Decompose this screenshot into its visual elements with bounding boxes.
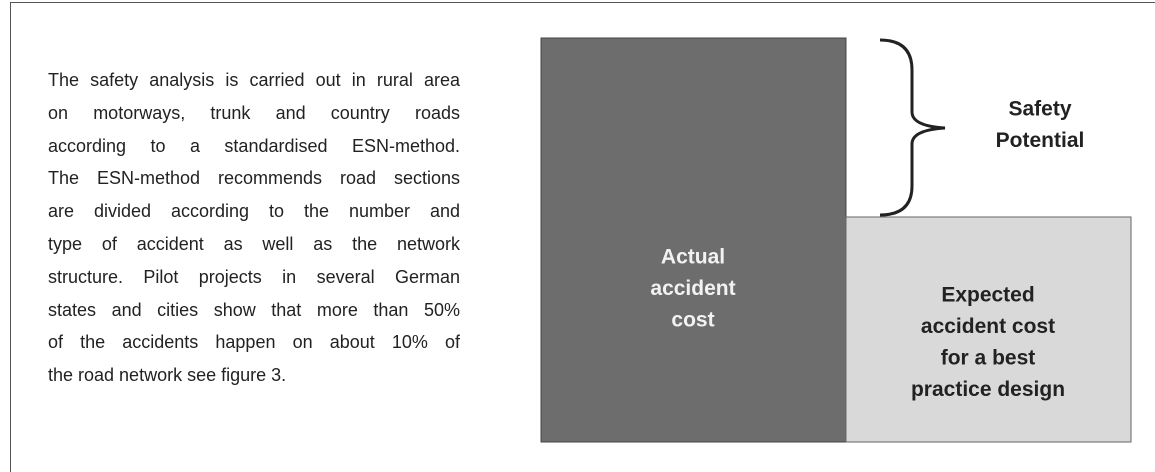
potential-label: Potential <box>996 129 1085 152</box>
text-line: the road network see figure 3. <box>48 365 287 386</box>
text-line: The ESN-method recommends road sections <box>48 168 460 189</box>
text-line: according to a standardised ESN-method. <box>48 135 460 156</box>
expected-label: for a best <box>941 347 1036 370</box>
text-line: states and cities show that more than 50… <box>48 299 460 320</box>
expected-label: practice design <box>911 378 1065 401</box>
actual-label: cost <box>671 309 714 332</box>
text-line: on motorways, trunk and country roads <box>48 102 460 123</box>
potential-label: Safety <box>1008 98 1071 121</box>
expected-box <box>845 216 1132 443</box>
text-line: structure. Pilot projects in several Ger… <box>48 266 460 287</box>
text-line: The safety analysis is carried out in ru… <box>48 70 460 90</box>
paragraph: The safety analysis is carried out in ru… <box>48 64 460 392</box>
expected-label: Expected <box>941 284 1034 307</box>
actual-label: Actual <box>661 246 725 269</box>
text-line: are divided according to the number and <box>48 201 460 222</box>
text-line: of the accidents happen on about 10% of <box>48 332 460 353</box>
actual-box <box>540 37 847 443</box>
actual-label: accident <box>650 277 735 300</box>
frame <box>10 2 1155 472</box>
expected-label: accident cost <box>921 315 1055 338</box>
labels: Actual accident cost Safety Potential Expecte… <box>650 98 1084 402</box>
brace <box>879 38 946 217</box>
text-line: type of accident as well as the network <box>48 233 460 254</box>
